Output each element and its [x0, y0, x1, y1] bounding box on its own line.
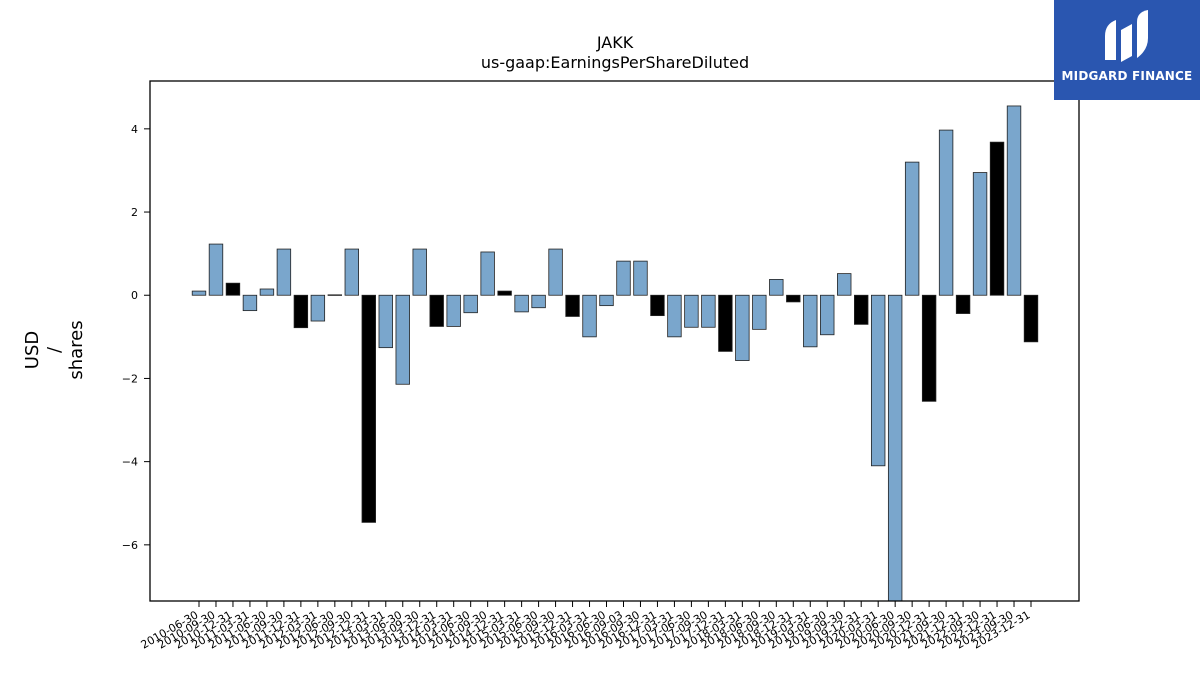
bar — [820, 294, 835, 336]
bar — [972, 172, 988, 296]
plot-frame — [149, 80, 1080, 602]
bar — [633, 260, 648, 296]
logo-mark-icon — [1105, 10, 1148, 62]
bar — [718, 294, 733, 352]
bar — [735, 294, 750, 361]
bar — [616, 260, 631, 296]
chart-subtitle: us-gaap:EarningsPerShareDiluted — [481, 53, 749, 72]
y-axis: 4 2 0 −2 −4 −6 — [122, 123, 150, 552]
y-axis-label: USD / shares — [22, 320, 87, 379]
bar — [310, 294, 326, 322]
bar — [327, 294, 343, 296]
y-axis-label-line-3: shares — [66, 320, 87, 379]
bar — [276, 248, 292, 296]
bar — [446, 294, 461, 327]
bar — [938, 129, 954, 296]
bar — [769, 279, 784, 296]
y-tick-label: −4 — [122, 456, 138, 469]
bar — [208, 243, 224, 296]
bar — [955, 294, 971, 314]
bar — [752, 294, 767, 330]
bar — [650, 294, 665, 317]
bar — [904, 161, 920, 296]
bar — [378, 294, 393, 349]
bar — [599, 294, 614, 307]
bar — [344, 248, 359, 296]
bar — [854, 294, 869, 325]
bar — [989, 141, 1005, 296]
bar — [361, 294, 376, 523]
y-tick-label: 4 — [131, 123, 138, 136]
bar — [1023, 294, 1039, 343]
bar — [1006, 105, 1022, 296]
y-tick-label: 2 — [131, 206, 138, 219]
bar — [837, 273, 852, 296]
bar — [514, 294, 529, 313]
bar — [548, 248, 563, 296]
bar — [395, 294, 410, 385]
y-tick-label: 0 — [131, 289, 138, 302]
bar — [684, 294, 699, 328]
bar — [293, 294, 309, 329]
bar — [463, 294, 478, 314]
y-tick-label: −2 — [122, 372, 138, 385]
bar — [582, 294, 597, 338]
bar — [225, 282, 241, 296]
bar — [242, 294, 258, 312]
bar — [803, 294, 818, 348]
midgard-finance-logo: MIDGARD FINANCE — [1054, 0, 1200, 100]
bar — [786, 294, 801, 303]
bar — [667, 294, 682, 338]
y-axis-label-line-2: / — [44, 346, 65, 353]
bar — [497, 290, 512, 296]
logo-text: MIDGARD FINANCE — [1061, 69, 1193, 83]
chart-title: JAKK — [596, 33, 634, 52]
y-tick-label: −6 — [122, 539, 138, 552]
bar — [191, 290, 207, 296]
bars — [191, 105, 1039, 602]
bar — [565, 294, 580, 317]
bar — [429, 294, 444, 327]
bar — [887, 294, 903, 602]
bar — [480, 251, 495, 296]
bar — [412, 248, 427, 296]
bar — [921, 294, 937, 402]
bar — [701, 294, 716, 328]
y-axis-label-line-1: USD — [22, 331, 43, 369]
bar — [870, 294, 886, 467]
bar — [531, 294, 546, 309]
x-axis: 2010-06-302010-09-302010-12-312011-03-31… — [139, 601, 1033, 652]
bar — [259, 288, 275, 296]
